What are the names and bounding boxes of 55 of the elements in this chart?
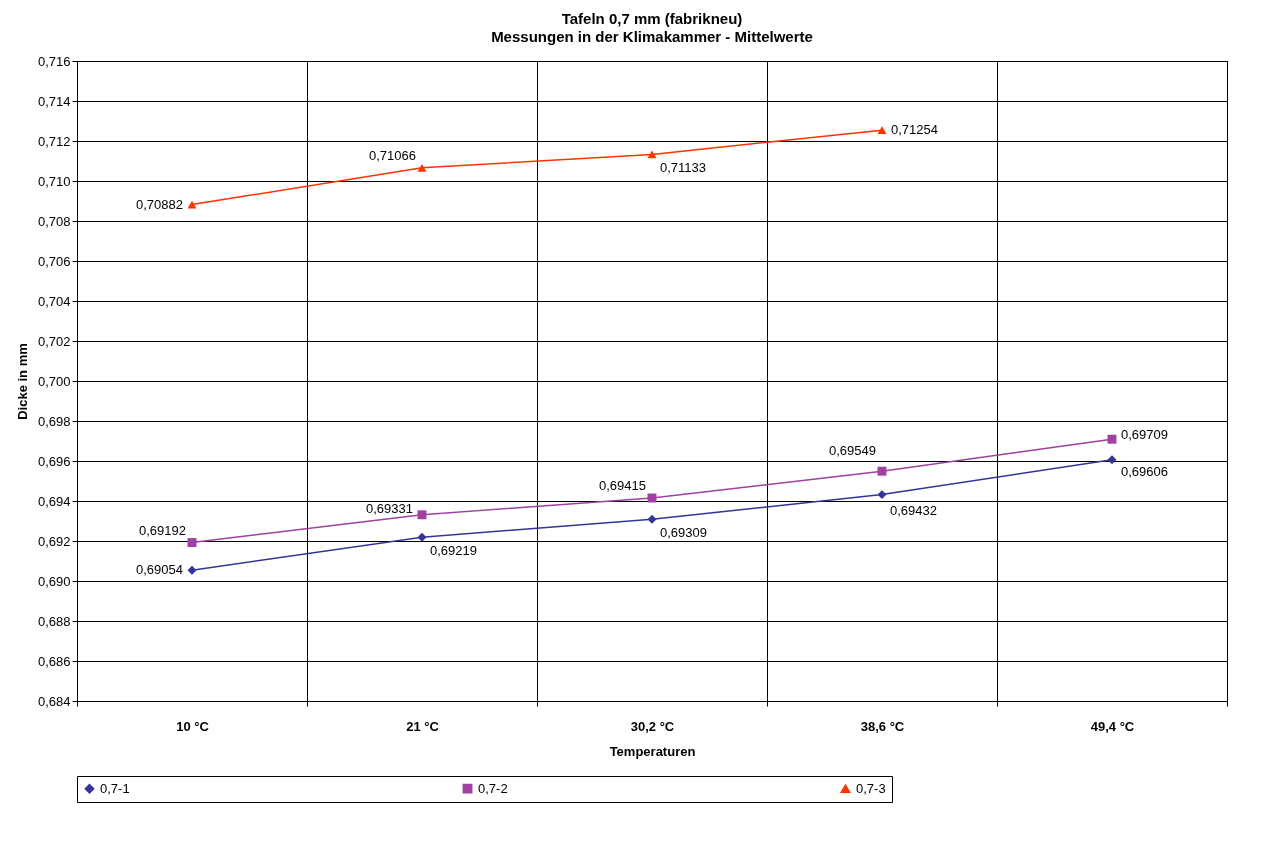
x-axis-title: Temperaturen [609, 743, 696, 759]
point [877, 490, 887, 500]
point [1107, 434, 1117, 444]
y-tick-label: 0,684 [37, 693, 71, 709]
data-label: 0,69432 [890, 502, 937, 518]
data-label: 0,69219 [430, 543, 477, 559]
x-tick-label: 49,4 °C [1090, 718, 1135, 734]
y-tick-label: 0,708 [37, 213, 71, 229]
y-tick-label: 0,710 [37, 173, 71, 189]
data-label: 0,69549 [829, 443, 876, 459]
x-tick-label: 38,6 °C [860, 718, 905, 734]
y-tick-label: 0,706 [37, 253, 71, 269]
legend-label: 0,7-2 [478, 780, 508, 796]
x-tick-label: 10 °C [176, 718, 210, 734]
y-tick-label: 0,690 [37, 573, 71, 589]
data-label: 0,69606 [1121, 463, 1168, 479]
point [187, 565, 197, 575]
y-tick-label: 0,688 [37, 613, 71, 629]
data-label: 0,71066 [369, 147, 416, 163]
y-tick-label: 0,714 [37, 93, 71, 109]
y-tick-label: 0,698 [37, 413, 71, 429]
point [187, 538, 197, 548]
point [647, 150, 657, 159]
data-label: 0,69309 [660, 525, 707, 541]
data-label: 0,69054 [136, 562, 183, 578]
x-tick-label: 30,2 °C [630, 718, 675, 734]
x-tick-label: 21 °C [406, 718, 440, 734]
y-axis-title: Dicke in mm [14, 343, 30, 420]
chart-title: Tafeln 0,7 mm (fabrikneu) [561, 10, 743, 27]
point [417, 163, 427, 172]
point [1107, 455, 1117, 465]
point [877, 466, 887, 476]
point [647, 514, 657, 524]
y-tick-label: 0,692 [37, 533, 71, 549]
data-label: 0,69415 [599, 478, 646, 493]
y-tick-label: 0,694 [37, 493, 71, 509]
y-tick-label: 0,712 [37, 133, 71, 149]
point [417, 510, 427, 520]
legend-label: 0,7-1 [100, 780, 130, 796]
data-label: 0,69331 [366, 500, 413, 516]
point [877, 126, 887, 135]
legend-label: 0,7-3 [856, 780, 886, 796]
data-label: 0,69192 [139, 522, 186, 538]
data-label: 0,71254 [891, 122, 938, 138]
y-tick-label: 0,696 [37, 453, 71, 469]
y-tick-label: 0,700 [37, 373, 71, 389]
chart-subtitle: Messungen in der Klimakammer - Mittelwerte [491, 28, 813, 45]
data-label: 0,70882 [136, 196, 183, 212]
data-label: 0,71133 [660, 160, 707, 176]
point [417, 532, 427, 542]
data-label: 0,69709 [1121, 427, 1168, 443]
y-tick-label: 0,704 [37, 293, 71, 309]
y-tick-label: 0,702 [37, 333, 71, 349]
y-tick-label: 0,716 [37, 53, 71, 69]
y-tick-label: 0,686 [37, 653, 71, 669]
